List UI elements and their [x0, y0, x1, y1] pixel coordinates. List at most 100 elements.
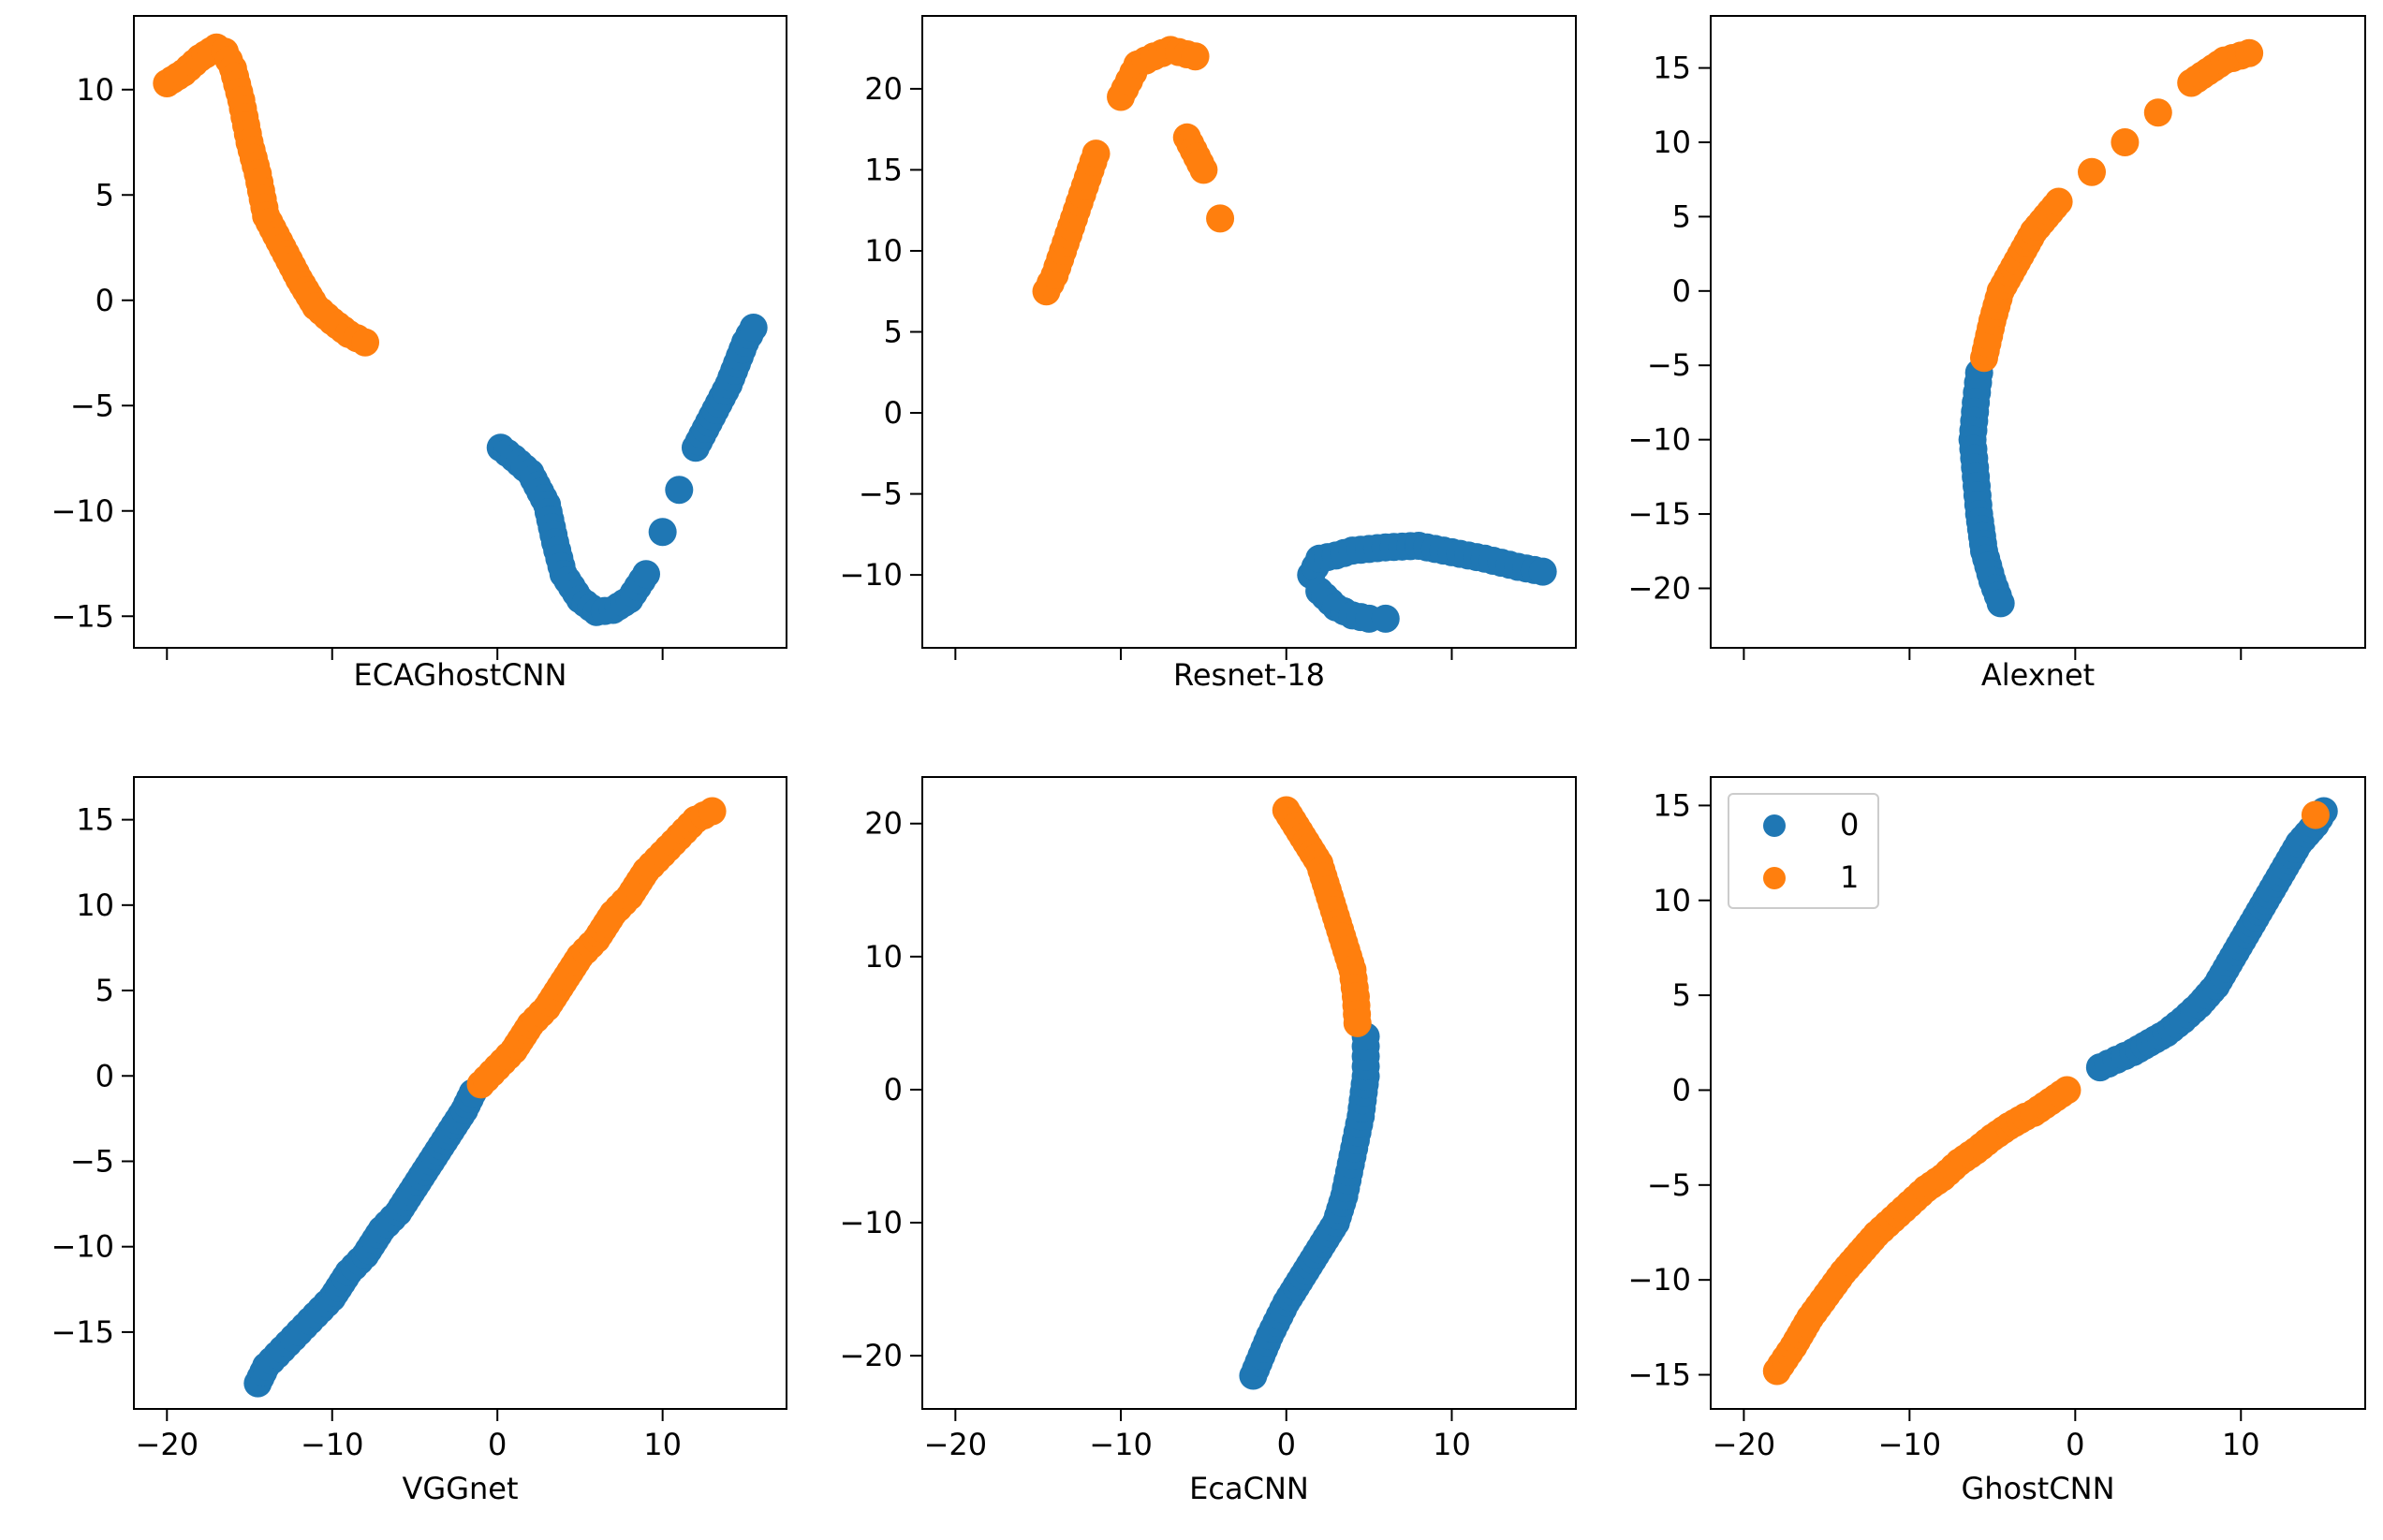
y-tick-label: 10 [1653, 125, 1691, 160]
axes-frame [1710, 15, 2366, 649]
y-tick-label: 0 [96, 1058, 114, 1093]
legend-label-1: 1 [1840, 859, 1859, 895]
x-tick-label: −20 [136, 1427, 199, 1462]
series-1 [466, 797, 727, 1099]
x-tick-label: 0 [1277, 1427, 1296, 1462]
y-tick-label: −15 [1627, 496, 1691, 532]
y-tick-label: 0 [1672, 1072, 1691, 1107]
y-tick-label: 5 [96, 973, 114, 1008]
y-tick-label: −5 [1647, 1167, 1691, 1203]
y-tick-label: −15 [1627, 1357, 1691, 1393]
point [1189, 155, 1218, 184]
series-1 [1969, 38, 2264, 373]
panel-5: −20 −10 0 10 −20 −10 0 10 20 EcaCNN [839, 776, 1577, 1506]
x-axis-label: Alexnet [1981, 657, 2095, 693]
point [1528, 557, 1557, 586]
point [2078, 157, 2107, 186]
x-tick-label: −10 [1878, 1427, 1942, 1462]
x-tick-label: 10 [643, 1427, 682, 1462]
y-tick-label: 0 [1672, 273, 1691, 309]
y-tick-label: 10 [864, 939, 903, 975]
point [2052, 1076, 2081, 1105]
x-axis-label: EcaCNN [1189, 1471, 1309, 1506]
y-tick-label: 0 [884, 395, 903, 431]
y-tick-label: 20 [864, 71, 903, 107]
y-tick-label: 10 [76, 72, 114, 108]
y-tick-label: −10 [1627, 422, 1691, 458]
axes-frame [921, 776, 1577, 1410]
y-tick-label: −15 [51, 598, 114, 634]
series-0 [486, 314, 768, 626]
y-tick-label: −5 [859, 477, 903, 512]
point [1371, 604, 1400, 633]
x-axis-label: GhostCNN [1961, 1471, 2114, 1506]
point [351, 328, 380, 357]
x-axis-label: Resnet-18 [1173, 657, 1325, 693]
legend-marker-0 [1763, 814, 1786, 837]
series-0 [243, 1078, 487, 1398]
y-tick-label: 10 [864, 233, 903, 269]
series-1 [153, 33, 380, 357]
panel-3: −20 −15 −10 −5 0 5 10 15 Alexnet [1627, 15, 2366, 693]
point [739, 314, 768, 342]
series-1 [1032, 36, 1235, 306]
y-tick-label: 15 [864, 152, 903, 187]
point [648, 518, 677, 547]
x-tick-label: −10 [301, 1427, 364, 1462]
point [1181, 42, 1210, 71]
y-tick-label: 0 [96, 283, 114, 318]
series-0 [1297, 531, 1557, 633]
axes-frame [1710, 776, 2366, 1410]
y-tick-label: 10 [1653, 883, 1691, 918]
panel-4: −20 −10 0 10 −15 −10 −5 0 5 10 15 VGGnet [51, 776, 787, 1506]
point [2235, 38, 2264, 67]
y-tick-label: −15 [51, 1314, 114, 1350]
point [1343, 1008, 1372, 1037]
point [2044, 187, 2073, 216]
y-tick-label: 5 [1672, 977, 1691, 1013]
x-tick-label: −20 [1713, 1427, 1776, 1462]
y-tick-label: 5 [1672, 198, 1691, 234]
y-tick-label: 15 [1653, 787, 1691, 823]
point [665, 476, 694, 505]
y-tick-label: 5 [884, 315, 903, 350]
y-tick-label: 0 [884, 1072, 903, 1107]
x-axis-label: ECAGhostCNN [354, 657, 567, 693]
point [698, 797, 727, 826]
legend: 0 1 [1728, 793, 1879, 909]
series-1 [1762, 800, 2330, 1386]
legend-label-0: 0 [1840, 807, 1859, 843]
y-tick-label: 5 [96, 177, 114, 213]
y-tick-label: −10 [1627, 1262, 1691, 1298]
x-tick-label: 0 [488, 1427, 507, 1462]
x-tick-label: −10 [1089, 1427, 1153, 1462]
panel-1: −15 −10 −5 0 5 10 ECAGhostCNN [51, 15, 787, 693]
legend-marker-1 [1763, 867, 1786, 889]
x-tick-label: 10 [2222, 1427, 2260, 1462]
x-axis-label: VGGnet [403, 1471, 519, 1506]
series-0 [1239, 1022, 1380, 1390]
y-tick-label: −10 [839, 1205, 903, 1240]
point [1986, 589, 2015, 618]
y-tick-label: −5 [70, 388, 114, 423]
axes-frame [133, 15, 787, 649]
x-tick-label: −20 [924, 1427, 988, 1462]
point [632, 560, 661, 589]
y-tick-label: 15 [76, 802, 114, 838]
y-tick-label: 20 [864, 806, 903, 842]
y-tick-label: 10 [76, 887, 114, 923]
y-tick-label: −10 [51, 1229, 114, 1265]
point [1081, 139, 1111, 169]
series-0 [1958, 359, 2015, 618]
x-tick-label: 0 [2066, 1427, 2084, 1462]
point [2301, 800, 2330, 829]
y-tick-label: −5 [70, 1143, 114, 1179]
y-tick-label: −10 [839, 557, 903, 593]
series-0 [2085, 797, 2338, 1082]
y-tick-label: −10 [51, 493, 114, 529]
axes-frame [133, 776, 787, 1410]
series-1 [1272, 796, 1372, 1037]
y-tick-label: −20 [1627, 570, 1691, 606]
